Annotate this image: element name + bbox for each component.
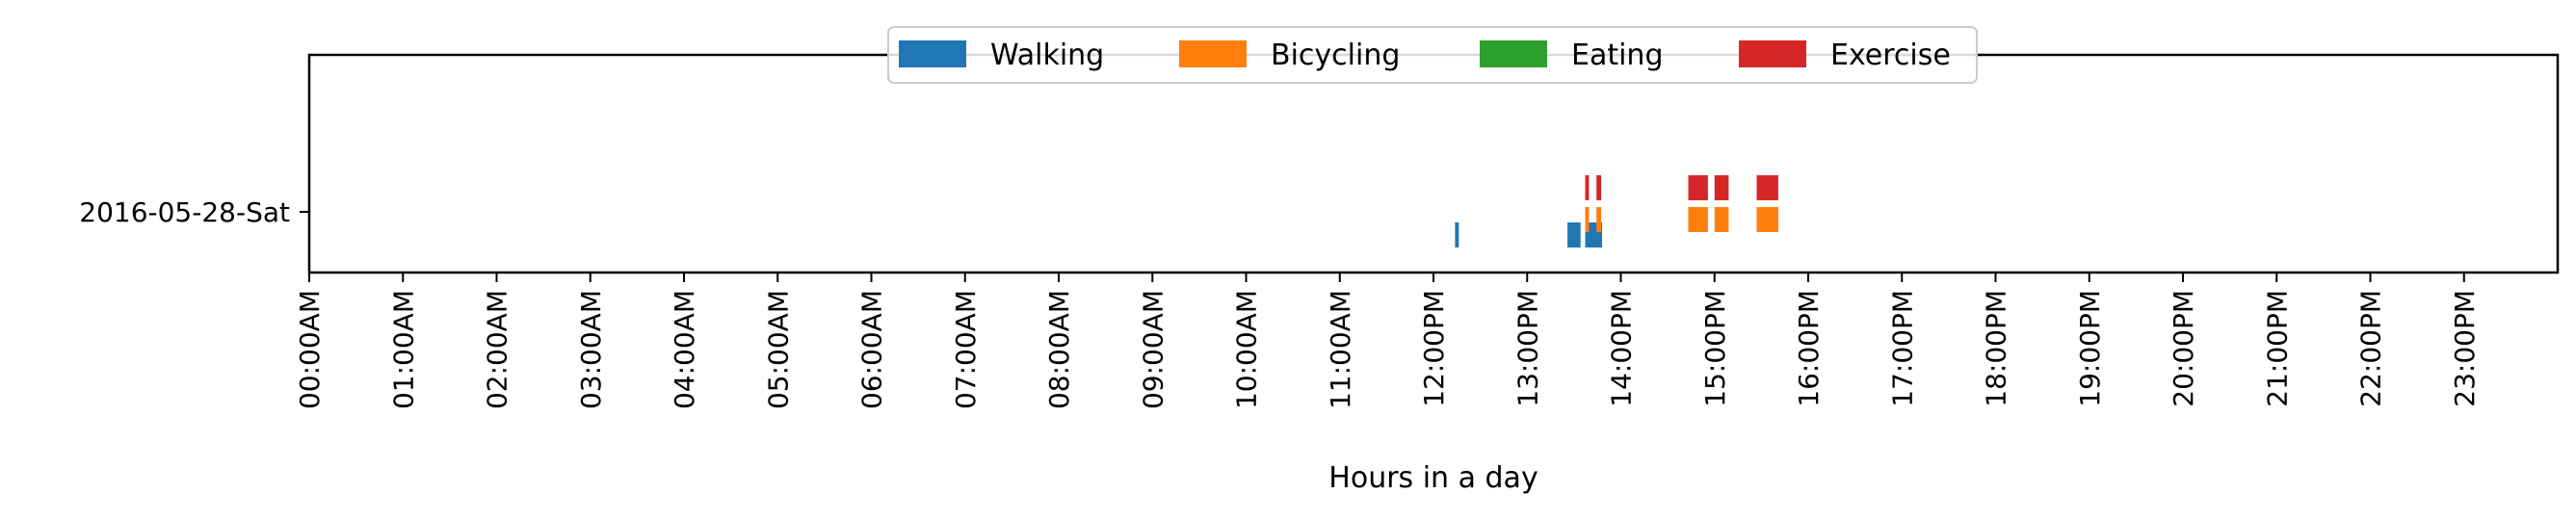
legend-label-walking: Walking: [990, 39, 1104, 72]
legend-swatch-walking: [899, 40, 966, 67]
legend: Walking Bicycling Eating Exercise: [887, 26, 1978, 84]
x-tick-label: 12:00PM: [1418, 290, 1450, 407]
x-axis-title: Hours in a day: [1328, 461, 1538, 495]
bicycling-bar-4: [1714, 207, 1729, 232]
walking-bar-1: [1455, 222, 1459, 247]
x-tick-label: 11:00AM: [1325, 290, 1356, 409]
x-tick-label: 01:00AM: [387, 290, 419, 409]
legend-label-eating: Eating: [1571, 39, 1664, 72]
x-axis: 00:00AM 01:00AM 02:00AM 03:00AM 04:00AM 05:00…: [294, 273, 2481, 409]
bicycling-bar-5: [1756, 207, 1778, 232]
legend-swatch-eating: [1480, 40, 1547, 67]
x-tick-label: 04:00AM: [669, 290, 700, 409]
y-category-label: 2016-05-28-Sat: [79, 196, 290, 228]
legend-box: [887, 26, 1978, 84]
x-tick-label: 05:00AM: [762, 290, 794, 409]
legend-swatch-bicycling: [1179, 40, 1247, 67]
bicycling-bar-1: [1585, 207, 1590, 232]
x-tick-label: 10:00AM: [1231, 290, 1263, 409]
legend-label-bicycling: Bicycling: [1271, 39, 1400, 72]
x-tick-label: 14:00PM: [1606, 290, 1638, 407]
x-tick-label: 03:00AM: [575, 290, 607, 409]
x-tick-label: 13:00PM: [1511, 290, 1543, 407]
x-tick-label: 18:00PM: [1981, 290, 2012, 407]
y-axis: 2016-05-28-Sat: [79, 196, 309, 228]
x-tick-label: 15:00PM: [1699, 290, 1731, 407]
exercise-bar-2: [1596, 175, 1602, 200]
x-tick-label: 08:00AM: [1043, 290, 1075, 409]
legend-swatch-exercise: [1739, 40, 1806, 67]
x-tick-label: 16:00PM: [1793, 290, 1825, 407]
x-tick-label: 17:00PM: [1886, 290, 1918, 407]
bicycling-bar-3: [1688, 207, 1708, 232]
exercise-bar-5: [1756, 175, 1778, 200]
walking-bar-2: [1567, 222, 1581, 247]
exercise-bar-4: [1714, 175, 1729, 200]
bars-layer: [1455, 175, 1778, 247]
exercise-bar-3: [1688, 175, 1708, 200]
x-tick-label: 21:00PM: [2261, 290, 2293, 407]
exercise-bar-1: [1585, 175, 1590, 200]
x-tick-label: 09:00AM: [1137, 290, 1169, 409]
x-tick-label: 20:00PM: [2168, 290, 2199, 407]
x-tick-label: 07:00AM: [950, 290, 982, 409]
x-tick-label: 00:00AM: [294, 290, 326, 409]
bicycling-bar-2: [1596, 207, 1602, 232]
legend-label-exercise: Exercise: [1830, 39, 1951, 72]
x-tick-label: 22:00PM: [2355, 290, 2387, 407]
x-tick-label: 06:00AM: [856, 290, 888, 409]
x-tick-label: 19:00PM: [2074, 290, 2106, 407]
x-tick-label: 23:00PM: [2449, 290, 2481, 407]
plot-frame: [307, 53, 2560, 274]
x-tick-label: 02:00AM: [482, 290, 513, 409]
